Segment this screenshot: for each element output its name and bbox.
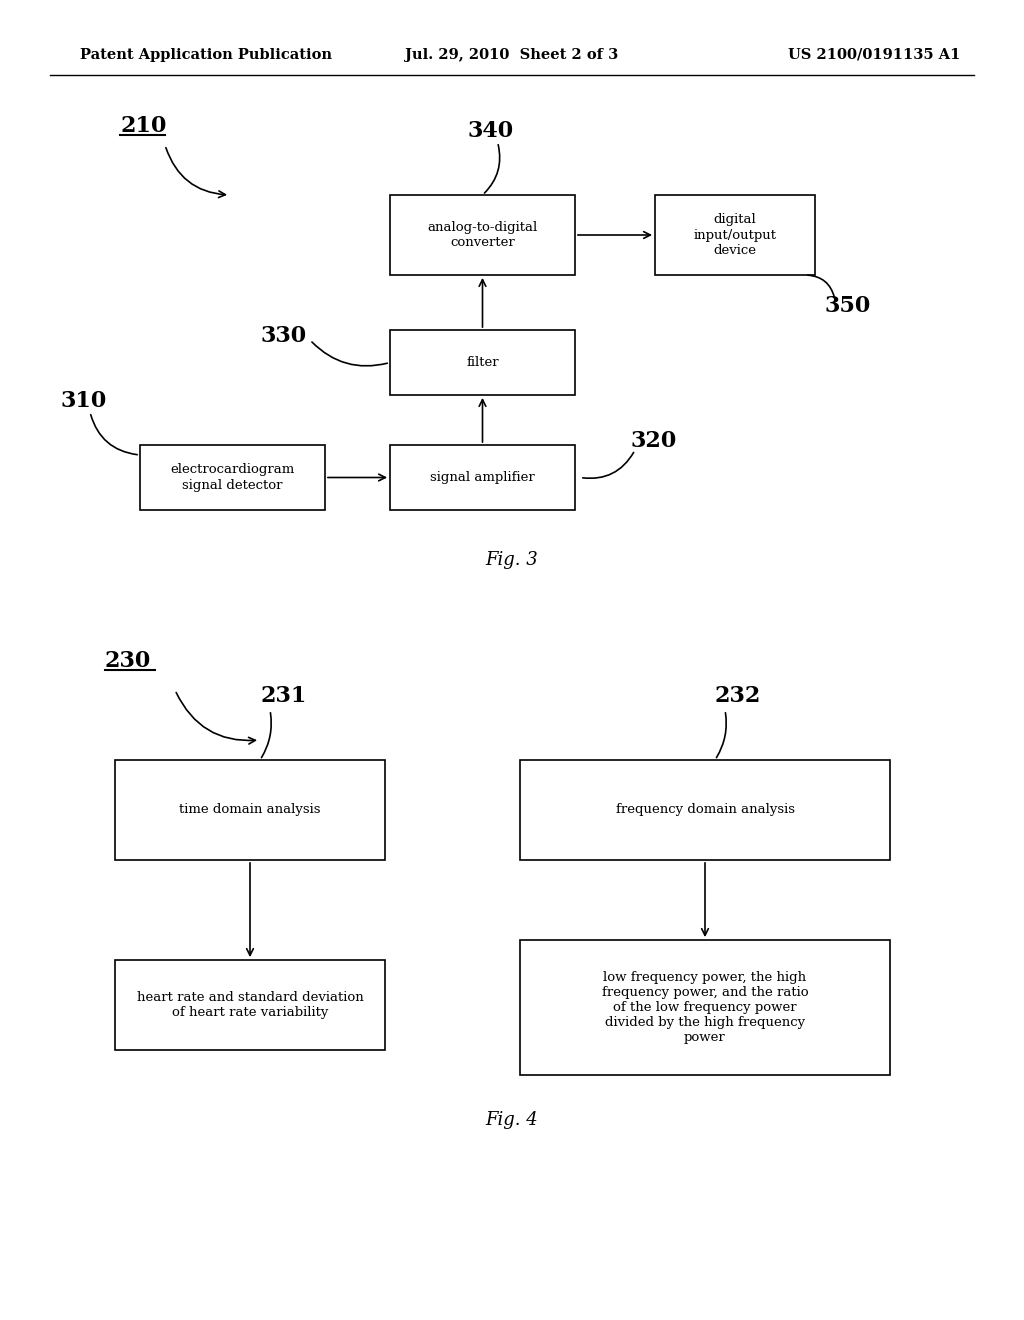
Text: 230: 230 (105, 649, 152, 672)
Text: filter: filter (466, 356, 499, 370)
Text: US 2100/0191135 A1: US 2100/0191135 A1 (787, 48, 961, 62)
FancyBboxPatch shape (115, 960, 385, 1049)
Text: time domain analysis: time domain analysis (179, 804, 321, 817)
FancyBboxPatch shape (390, 330, 575, 395)
Text: 350: 350 (825, 294, 871, 317)
Text: 310: 310 (60, 389, 106, 412)
Text: signal amplifier: signal amplifier (430, 471, 535, 484)
Text: 232: 232 (715, 685, 762, 708)
FancyBboxPatch shape (520, 940, 890, 1074)
Text: 231: 231 (260, 685, 306, 708)
Text: Patent Application Publication: Patent Application Publication (80, 48, 332, 62)
Text: digital
input/output
device: digital input/output device (693, 214, 776, 256)
FancyBboxPatch shape (655, 195, 815, 275)
Text: Jul. 29, 2010  Sheet 2 of 3: Jul. 29, 2010 Sheet 2 of 3 (406, 48, 618, 62)
Text: Fig. 3: Fig. 3 (485, 550, 539, 569)
Text: analog-to-digital
converter: analog-to-digital converter (427, 220, 538, 249)
Text: 340: 340 (468, 120, 514, 143)
Text: 330: 330 (260, 325, 306, 347)
FancyBboxPatch shape (520, 760, 890, 861)
FancyBboxPatch shape (115, 760, 385, 861)
Text: 210: 210 (120, 115, 166, 137)
Text: Fig. 4: Fig. 4 (485, 1111, 539, 1129)
FancyBboxPatch shape (390, 445, 575, 510)
Text: 320: 320 (630, 430, 676, 451)
FancyBboxPatch shape (390, 195, 575, 275)
Text: electrocardiogram
signal detector: electrocardiogram signal detector (170, 463, 295, 491)
Text: frequency domain analysis: frequency domain analysis (615, 804, 795, 817)
FancyBboxPatch shape (140, 445, 325, 510)
Text: heart rate and standard deviation
of heart rate variability: heart rate and standard deviation of hea… (136, 991, 364, 1019)
Text: low frequency power, the high
frequency power, and the ratio
of the low frequenc: low frequency power, the high frequency … (602, 972, 808, 1044)
